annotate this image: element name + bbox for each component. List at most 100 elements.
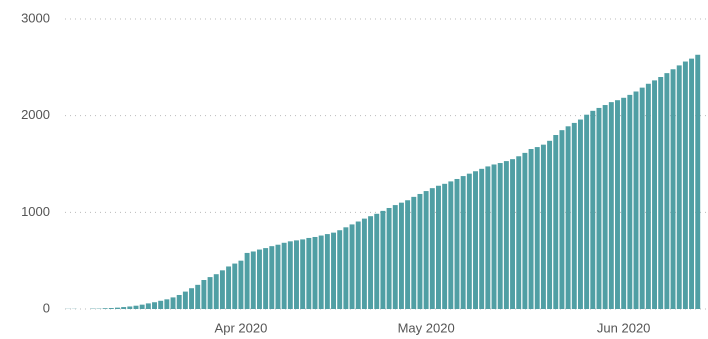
bar xyxy=(682,61,688,310)
bar xyxy=(633,91,639,309)
y-tick-label: 0 xyxy=(43,300,50,315)
bar xyxy=(368,216,374,309)
bar xyxy=(448,181,454,309)
bar xyxy=(405,200,411,309)
y-tick-label: 1000 xyxy=(21,204,50,219)
bar xyxy=(121,307,127,309)
x-tick-label: May 2020 xyxy=(398,320,455,335)
bar xyxy=(442,183,448,309)
bar xyxy=(534,147,540,309)
bar xyxy=(460,176,466,309)
bar xyxy=(645,83,651,310)
bar xyxy=(244,252,250,309)
bar xyxy=(294,240,299,309)
bar xyxy=(374,213,380,309)
bar xyxy=(170,297,176,309)
bar xyxy=(195,284,201,309)
bar xyxy=(503,161,509,309)
bar xyxy=(263,248,269,309)
y-tick-label: 3000 xyxy=(21,10,50,25)
bar xyxy=(547,140,553,309)
bar xyxy=(584,114,590,309)
bar xyxy=(411,196,417,309)
bar xyxy=(670,69,676,310)
bar xyxy=(213,274,219,309)
bar xyxy=(226,266,232,309)
bar xyxy=(287,241,293,309)
bar xyxy=(522,152,528,309)
bar xyxy=(269,246,275,309)
bar xyxy=(115,307,120,309)
bar xyxy=(528,149,534,309)
bar xyxy=(152,302,157,309)
bar xyxy=(201,280,207,309)
bar xyxy=(343,227,349,309)
bar xyxy=(182,291,188,309)
bar xyxy=(429,188,435,309)
x-tick-label: Jun 2020 xyxy=(597,320,651,335)
bar xyxy=(571,122,577,310)
bar xyxy=(256,249,262,309)
bar xyxy=(639,87,645,309)
bar xyxy=(540,144,546,309)
bar xyxy=(361,218,367,309)
bar xyxy=(275,244,281,309)
bar xyxy=(664,73,670,309)
bar xyxy=(133,305,139,309)
bar xyxy=(615,100,620,309)
bar xyxy=(386,207,392,309)
bar xyxy=(281,242,287,309)
bar xyxy=(312,236,318,309)
bar xyxy=(392,205,398,309)
bar xyxy=(324,234,330,309)
bar xyxy=(559,130,565,309)
y-tick-label: 2000 xyxy=(21,107,50,122)
bar xyxy=(306,237,312,309)
bar xyxy=(479,168,485,309)
bar xyxy=(676,65,682,310)
bar xyxy=(596,107,602,309)
bar xyxy=(108,308,114,309)
bar xyxy=(621,97,627,310)
bar xyxy=(139,304,145,309)
bar xyxy=(473,171,478,309)
bar xyxy=(436,185,441,309)
bar xyxy=(355,221,361,309)
bar xyxy=(380,210,386,309)
bar xyxy=(689,58,695,310)
bar xyxy=(565,126,571,309)
bar xyxy=(695,54,701,310)
bar xyxy=(164,299,170,309)
bar xyxy=(497,163,503,309)
bar xyxy=(300,239,306,309)
bar xyxy=(207,277,213,309)
bar xyxy=(590,110,596,309)
bar xyxy=(127,306,133,309)
bar xyxy=(102,308,108,309)
x-tick-label: Apr 2020 xyxy=(215,320,268,335)
bar xyxy=(337,230,343,309)
bar xyxy=(516,156,522,309)
bar xyxy=(250,251,256,309)
bar xyxy=(510,159,516,309)
bar xyxy=(232,263,238,309)
bar xyxy=(454,178,460,309)
bar xyxy=(553,135,559,309)
bar xyxy=(158,300,164,309)
bar xyxy=(485,166,491,309)
bar xyxy=(577,119,583,310)
bar xyxy=(318,235,324,309)
bar xyxy=(652,80,657,309)
bar xyxy=(658,77,664,309)
bar xyxy=(627,94,633,309)
bar xyxy=(331,232,336,309)
bar xyxy=(176,294,182,309)
bar xyxy=(608,102,614,309)
bar xyxy=(145,303,151,309)
bar xyxy=(466,173,472,309)
bar xyxy=(423,191,429,309)
bar xyxy=(602,105,608,310)
bar xyxy=(349,224,355,309)
bar xyxy=(491,164,497,309)
